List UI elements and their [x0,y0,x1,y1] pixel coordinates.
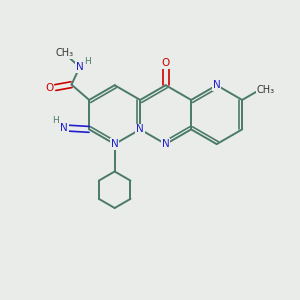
Text: H: H [52,116,59,125]
Text: CH₃: CH₃ [257,85,275,94]
Text: N: N [60,123,68,133]
Text: N: N [213,80,220,90]
Text: N: N [111,139,119,149]
Text: O: O [45,82,53,93]
Text: CH₃: CH₃ [55,48,73,58]
Text: O: O [161,58,170,68]
Text: N: N [162,139,170,149]
Text: N: N [76,62,84,72]
Text: N: N [136,124,144,134]
Text: H: H [85,57,92,66]
